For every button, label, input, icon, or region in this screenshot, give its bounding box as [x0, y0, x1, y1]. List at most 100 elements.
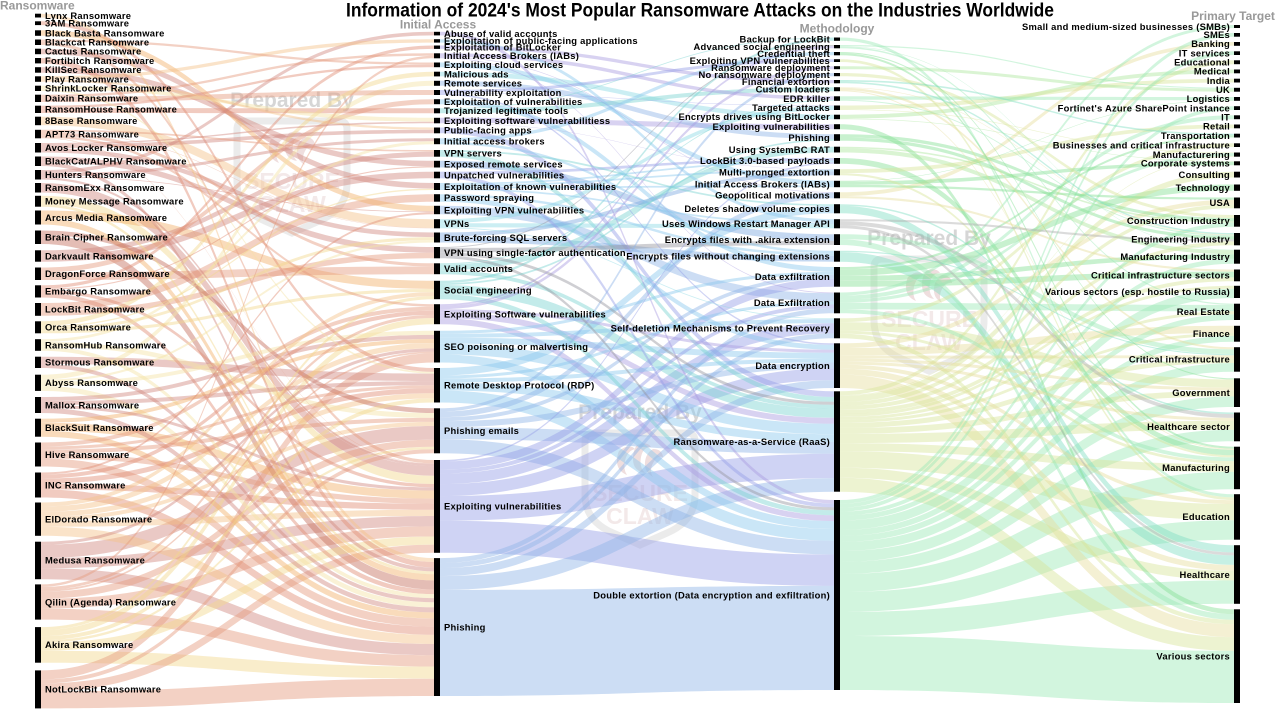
svg-text:Ransomware: Ransomware	[0, 0, 75, 13]
svg-text:RansomExx Ransomware: RansomExx Ransomware	[45, 182, 165, 193]
svg-text:Prepared By: Prepared By	[578, 401, 702, 424]
svg-text:Data exfiltration: Data exfiltration	[755, 271, 830, 282]
svg-text:CLAW: CLAW	[895, 329, 963, 355]
svg-text:SMEs: SMEs	[1203, 29, 1230, 40]
svg-text:Exploitation of known vulnerab: Exploitation of known vulnerabilities	[444, 181, 616, 192]
svg-text:Play Ransomware: Play Ransomware	[45, 73, 129, 84]
svg-text:No ransomware deployment: No ransomware deployment	[698, 69, 830, 80]
svg-text:Methodology: Methodology	[800, 22, 875, 36]
svg-text:Phishing emails: Phishing emails	[444, 425, 519, 436]
svg-text:Exploiting vulnerabilities: Exploiting vulnerabilities	[713, 121, 830, 132]
svg-text:Trojanized legitimate tools: Trojanized legitimate tools	[444, 105, 568, 116]
svg-text:Initial access brokers: Initial access brokers	[444, 136, 545, 147]
svg-text:Information of 2024's Most Pop: Information of 2024's Most Popular Ranso…	[346, 1, 1054, 22]
svg-text:SECURE: SECURE	[592, 480, 688, 506]
svg-text:8Base Ransomware: 8Base Ransomware	[45, 115, 138, 126]
svg-text:Orca Ransomware: Orca Ransomware	[45, 322, 131, 333]
svg-text:VPNs: VPNs	[444, 218, 470, 229]
svg-text:Qilin (Agenda) Ransomware: Qilin (Agenda) Ransomware	[45, 596, 176, 607]
svg-text:BlackCat/ALPHV Ransomware: BlackCat/ALPHV Ransomware	[45, 156, 187, 167]
svg-text:Healthcare sector: Healthcare sector	[1147, 421, 1230, 432]
svg-text:VPN using single-factor authen: VPN using single-factor authentication	[444, 247, 626, 258]
svg-text:Financial extortion: Financial extortion	[742, 76, 830, 87]
svg-text:Akira Ransomware: Akira Ransomware	[45, 639, 133, 650]
svg-text:Multi-pronged extortion: Multi-pronged extortion	[719, 167, 830, 178]
svg-text:Government: Government	[1172, 387, 1230, 398]
svg-text:RansomHub Ransomware: RansomHub Ransomware	[45, 339, 166, 350]
svg-text:Advanced social engineering: Advanced social engineering	[694, 41, 830, 52]
svg-text:Phishing: Phishing	[788, 132, 830, 143]
svg-text:Critical infrastructure sector: Critical infrastructure sectors	[1091, 270, 1230, 281]
svg-text:Banking: Banking	[1191, 38, 1230, 49]
svg-text:Manufacturing Industry: Manufacturing Industry	[1120, 251, 1230, 262]
svg-text:Hunters Ransomware: Hunters Ransomware	[45, 169, 146, 180]
svg-text:Logistics: Logistics	[1187, 93, 1230, 104]
svg-text:USA: USA	[1209, 197, 1230, 208]
svg-text:Various sectors: Various sectors	[1156, 650, 1230, 661]
svg-text:Embargo Ransomware: Embargo Ransomware	[45, 286, 151, 297]
svg-text:Healthcare: Healthcare	[1180, 569, 1230, 580]
svg-text:Transportation: Transportation	[1161, 130, 1230, 141]
svg-text:UK: UK	[1216, 84, 1230, 95]
svg-text:CLAW: CLAW	[606, 503, 674, 529]
svg-text:Targeted attacks: Targeted attacks	[752, 102, 830, 113]
svg-text:ShrinkLocker Ransomware: ShrinkLocker Ransomware	[45, 83, 172, 94]
svg-text:VPN servers: VPN servers	[444, 148, 502, 159]
svg-text:Exploiting vulnerabilities: Exploiting vulnerabilities	[444, 501, 561, 512]
svg-text:Exploiting VPN vulnerabilities: Exploiting VPN vulnerabilities	[690, 55, 830, 66]
svg-text:Encrypts drives using BitLocke: Encrypts drives using BitLocker	[678, 111, 830, 122]
svg-text:Backup for LockBit: Backup for LockBit	[740, 33, 830, 44]
svg-text:Abuse of valid accounts: Abuse of valid accounts	[444, 28, 558, 39]
svg-text:Retail: Retail	[1203, 121, 1230, 132]
svg-text:Money Message Ransomware: Money Message Ransomware	[45, 196, 184, 207]
svg-text:Credential theft: Credential theft	[757, 48, 830, 59]
svg-text:Construction Industry: Construction Industry	[1127, 215, 1231, 226]
svg-text:Phishing: Phishing	[444, 621, 486, 632]
svg-text:Medical: Medical	[1194, 66, 1230, 77]
svg-text:Custom loaders: Custom loaders	[756, 84, 830, 95]
svg-text:Fortibitch Ransomware: Fortibitch Ransomware	[45, 55, 154, 66]
svg-text:Unpatched vulnerabilities: Unpatched vulnerabilities	[444, 169, 564, 180]
svg-text:Businesses and critical infras: Businesses and critical infrastructure	[1053, 139, 1230, 150]
svg-text:Brute-forcing SQL servers: Brute-forcing SQL servers	[444, 232, 567, 243]
svg-text:Fortinet's Azure SharePoint in: Fortinet's Azure SharePoint instance	[1058, 102, 1230, 113]
svg-text:Critical infrastructure: Critical infrastructure	[1129, 354, 1230, 365]
svg-text:Consulting: Consulting	[1179, 169, 1230, 180]
svg-text:India: India	[1207, 75, 1231, 86]
svg-text:Various sectors (esp. hostile: Various sectors (esp. hostile to Russia)	[1045, 286, 1230, 297]
svg-text:Valid accounts: Valid accounts	[444, 263, 513, 274]
svg-text:Prepared By: Prepared By	[867, 227, 991, 250]
svg-text:KillSec Ransomware: KillSec Ransomware	[45, 64, 142, 75]
svg-text:Exploitation of BitLocker: Exploitation of BitLocker	[444, 42, 561, 53]
svg-text:Education: Education	[1182, 511, 1230, 522]
svg-text:IT services: IT services	[1179, 47, 1230, 58]
svg-text:Social engineering: Social engineering	[444, 284, 532, 295]
svg-text:Encrypts files without changin: Encrypts files without changing extensio…	[626, 251, 830, 262]
svg-text:Lynx Ransomware: Lynx Ransomware	[45, 10, 131, 21]
svg-text:Remote Desktop Protocol (RDP): Remote Desktop Protocol (RDP)	[444, 380, 595, 391]
svg-text:BlackSuit Ransomware: BlackSuit Ransomware	[45, 422, 154, 433]
svg-text:LockBit Ransomware: LockBit Ransomware	[45, 304, 145, 315]
svg-text:Black Basta Ransomware: Black Basta Ransomware	[45, 27, 165, 38]
svg-text:Avos Locker Ransomware: Avos Locker Ransomware	[45, 142, 167, 153]
svg-text:Exploiting cloud services: Exploiting cloud services	[444, 59, 563, 70]
svg-text:Exploiting software vulnerabil: Exploiting software vulnerabilitiess	[444, 115, 610, 126]
svg-text:Engineering Industry: Engineering Industry	[1131, 233, 1230, 244]
svg-text:Medusa Ransomware: Medusa Ransomware	[45, 555, 145, 566]
svg-text:Using SystemBC RAT: Using SystemBC RAT	[729, 144, 830, 155]
svg-text:Hive Ransomware: Hive Ransomware	[45, 449, 130, 460]
svg-text:Initial Access Brokers (IABs): Initial Access Brokers (IABs)	[444, 50, 579, 61]
svg-text:Malicious ads: Malicious ads	[444, 68, 509, 79]
svg-text:Mallox Ransomware: Mallox Ransomware	[45, 399, 139, 410]
svg-text:Manufacturing: Manufacturing	[1162, 462, 1230, 473]
svg-text:APT73 Ransomware: APT73 Ransomware	[45, 128, 139, 139]
svg-text:Exploitation of public-facing: Exploitation of public-facing applicatio…	[444, 35, 638, 46]
svg-text:Technology: Technology	[1176, 182, 1231, 193]
svg-text:Exploiting Software vulnerabil: Exploiting Software vulnerabilities	[444, 309, 606, 320]
svg-text:Real Estate: Real Estate	[1177, 306, 1230, 317]
svg-text:Brain Cipher Ransomware: Brain Cipher Ransomware	[45, 232, 168, 243]
svg-text:Data Exfiltration: Data Exfiltration	[754, 297, 830, 308]
svg-text:Abyss Ransomware: Abyss Ransomware	[45, 377, 138, 388]
svg-text:Uses Windows Restart Manager A: Uses Windows Restart Manager API	[662, 218, 830, 229]
svg-text:Geopolitical motivations: Geopolitical motivations	[715, 190, 830, 201]
